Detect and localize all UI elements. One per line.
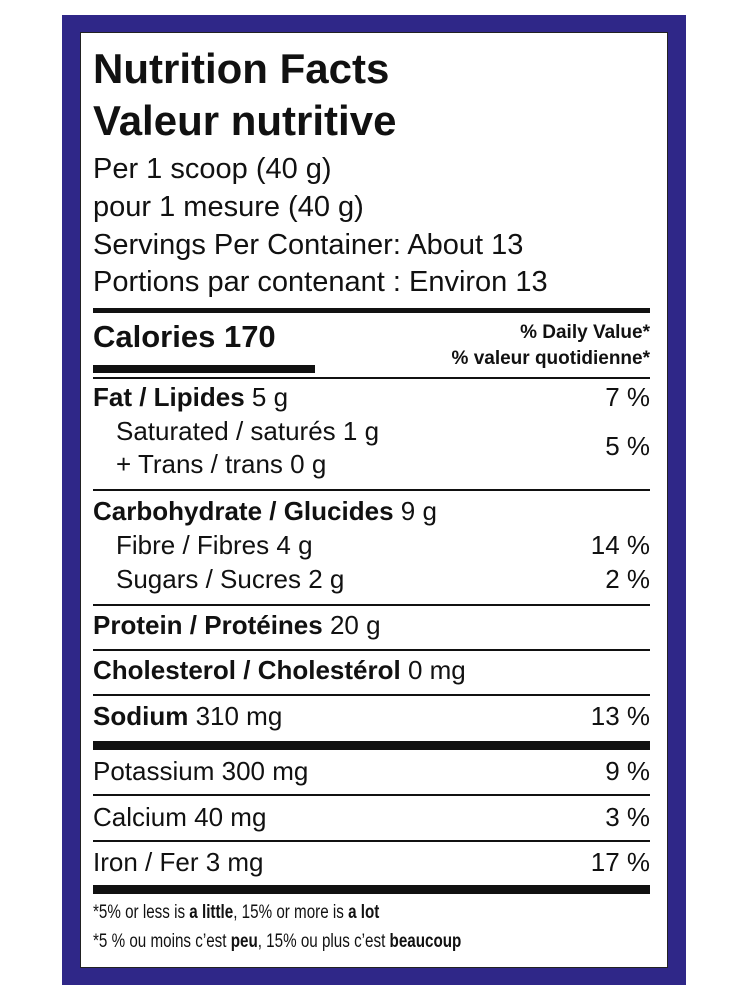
nutrient-amount: 0 mg [407, 655, 466, 685]
daily-value: 13 % [590, 701, 650, 731]
daily-value: 5 % [605, 431, 650, 461]
label-panel [80, 32, 668, 968]
daily-value: 17 % [590, 847, 650, 877]
nutrient-label: Fat / Lipides [93, 382, 245, 412]
footnote-text: *5% or less is [93, 902, 190, 923]
calories: Calories 170 [93, 319, 276, 354]
nutrient: Saturated / saturés 1 g [116, 418, 379, 444]
footnote-text: *5 % ou moins c’est [93, 931, 231, 952]
serving: Per 1 scoop (40 g) [93, 153, 332, 185]
footnote-text: peu [230, 931, 258, 952]
nutrient-amount: 5 g [251, 382, 289, 412]
nutrient-amount: 20 g [329, 610, 381, 640]
footnote-text: , 15% ou plus c’est [257, 931, 390, 952]
nutrient-amount: 40 mg [194, 802, 267, 832]
nutrient-label: Sodium [93, 701, 189, 731]
nutrient: + Trans / trans 0 g [116, 451, 326, 477]
nutrient-amount: 3 mg [205, 847, 264, 877]
rule [93, 489, 650, 491]
nutrient: Protein / Protéines 20 g [93, 612, 381, 638]
daily-value-heading: % Daily Value* [520, 322, 650, 343]
servings: Portions par contenant : Environ 13 [93, 266, 548, 298]
nutrient: Fibre / Fibres 4 g [116, 532, 313, 558]
rule [93, 840, 650, 842]
rule [93, 885, 650, 894]
nutrient-label: Carbohydrate / Glucides [93, 496, 394, 526]
nutrient: Fat / Lipides 5 g [93, 384, 288, 410]
title: Nutrition Facts [93, 45, 390, 92]
nutrient: Carbohydrate / Glucides 9 g [93, 498, 437, 524]
nutrient: Iron / Fer 3 mg [93, 849, 264, 875]
daily-value-heading: % valeur quotidienne* [451, 348, 650, 369]
nutrient-label: Saturated / saturés [116, 416, 336, 446]
nutrient-label: Potassium [93, 756, 215, 786]
nutrient-label: + Trans / trans [116, 449, 283, 479]
nutrient-label: Calcium [93, 802, 187, 832]
daily-value: 2 % [605, 564, 650, 594]
rule [93, 649, 650, 651]
rule [93, 365, 315, 373]
nutrient: Calcium 40 mg [93, 804, 266, 830]
rule [93, 308, 650, 313]
footnote-text: beaucoup [389, 931, 462, 952]
rule [93, 794, 650, 796]
daily-value: 14 % [590, 530, 650, 560]
nutrient-label: Cholesterol / Cholestérol [93, 655, 401, 685]
footnote: *5% or less is a little, 15% or more is … [93, 903, 379, 922]
rule [93, 604, 650, 606]
nutrient-label: Fibre / Fibres [116, 530, 270, 560]
rule [93, 741, 650, 750]
footnote-text: a lot [348, 902, 380, 923]
serving: pour 1 mesure (40 g) [93, 191, 364, 223]
nutrient: Potassium 300 mg [93, 758, 308, 784]
nutrient-amount: 4 g [276, 530, 313, 560]
rule [93, 377, 650, 379]
nutrient-label: Protein / Protéines [93, 610, 323, 640]
nutrient-amount: 9 g [400, 496, 437, 526]
servings: Servings Per Container: About 13 [93, 229, 524, 261]
nutrient-label: Iron / Fer [93, 847, 199, 877]
nutrient-amount: 0 g [290, 449, 327, 479]
nutrient-label: Sugars / Sucres [116, 564, 301, 594]
rule [93, 694, 650, 696]
nutrient: Cholesterol / Cholestérol 0 mg [93, 657, 466, 683]
daily-value: 9 % [605, 756, 650, 786]
title: Valeur nutritive [93, 97, 397, 144]
nutrient-amount: 2 g [308, 564, 345, 594]
footnote-text: , 15% or more is [233, 902, 349, 923]
footnote: *5 % ou moins c’est peu, 15% ou plus c’e… [93, 932, 461, 951]
nutrient: Sodium 310 mg [93, 703, 282, 729]
nutrient-amount: 1 g [342, 416, 380, 446]
nutrient-amount: 300 mg [221, 756, 309, 786]
daily-value: 3 % [605, 802, 650, 832]
nutrient-amount: 310 mg [195, 701, 283, 731]
footnote-text: a little [189, 902, 234, 923]
nutrient: Sugars / Sucres 2 g [116, 566, 344, 592]
daily-value: 7 % [605, 382, 650, 412]
